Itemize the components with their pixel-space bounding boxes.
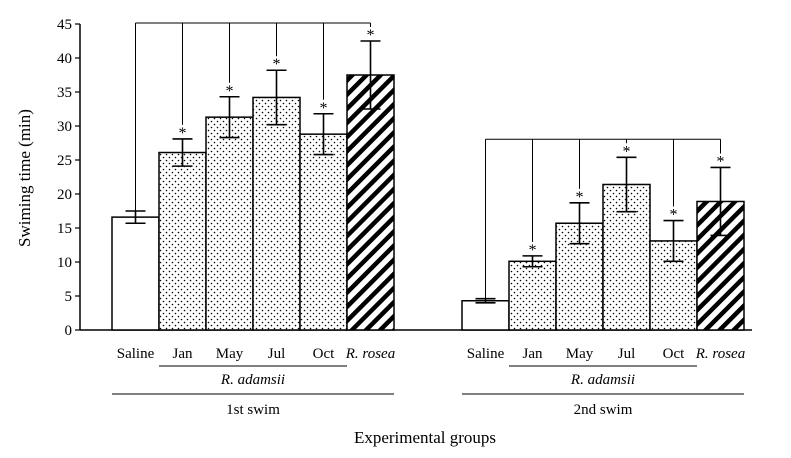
bar	[252, 96, 301, 331]
category-label: Jan	[523, 346, 543, 362]
significance-marker: *	[670, 207, 678, 224]
y-tick-label: 45	[57, 17, 72, 33]
y-tick-label: 35	[57, 85, 72, 101]
bar	[461, 300, 510, 331]
significance-marker: *	[320, 100, 328, 117]
bars-layer: * * * * * * * * * *	[111, 22, 745, 331]
significance-marker: *	[717, 153, 725, 170]
category-label: May	[216, 346, 244, 362]
significance-marker: *	[226, 83, 234, 100]
subgroup-label: R. adamsii	[570, 372, 635, 388]
bar	[299, 133, 348, 331]
panel-1: * * * * *	[111, 22, 395, 331]
y-tick-label: 10	[57, 255, 72, 271]
y-tick-label: 5	[65, 289, 73, 305]
significance-marker: *	[623, 143, 631, 160]
x-axis-title: Experimental groups	[354, 428, 496, 447]
panel-label: 2nd swim	[574, 402, 633, 418]
bar	[508, 260, 557, 331]
significance-marker: *	[273, 56, 281, 73]
significance-marker: *	[529, 242, 537, 259]
category-label: Jan	[173, 346, 193, 362]
panel-2: * * * * *	[461, 138, 745, 331]
y-tick-label: 15	[57, 221, 72, 237]
category-label: Jul	[268, 346, 286, 362]
y-tick-label: 40	[57, 51, 72, 67]
bar	[346, 74, 395, 331]
y-axis: 0 5 10 15 20 25 30 35 40 45	[57, 17, 752, 339]
y-axis-title: Swiming time (min)	[15, 109, 34, 247]
category-label: R. rosea	[345, 346, 395, 362]
bar	[205, 116, 254, 331]
y-tick-label: 20	[57, 187, 72, 203]
significance-marker: *	[179, 125, 187, 142]
labels-layer: Saline Jan May Jul Oct R. rosea R. adamsii 1st …	[112, 346, 745, 418]
subgroup-label: R. adamsii	[220, 372, 285, 388]
category-label: R. rosea	[695, 346, 745, 362]
significance-marker: *	[367, 27, 375, 44]
category-label: Jul	[618, 346, 636, 362]
y-tick-label: 25	[57, 153, 72, 169]
y-tick-label: 0	[65, 323, 73, 339]
category-label: Oct	[313, 346, 335, 362]
significance-marker: *	[576, 189, 584, 206]
bar	[158, 151, 207, 331]
panel-label: 1st swim	[226, 402, 280, 418]
category-label: May	[566, 346, 594, 362]
y-tick-label: 30	[57, 119, 72, 135]
category-label: Oct	[663, 346, 685, 362]
category-label: Saline	[467, 346, 505, 362]
bar	[111, 216, 160, 331]
category-label: Saline	[117, 346, 155, 362]
